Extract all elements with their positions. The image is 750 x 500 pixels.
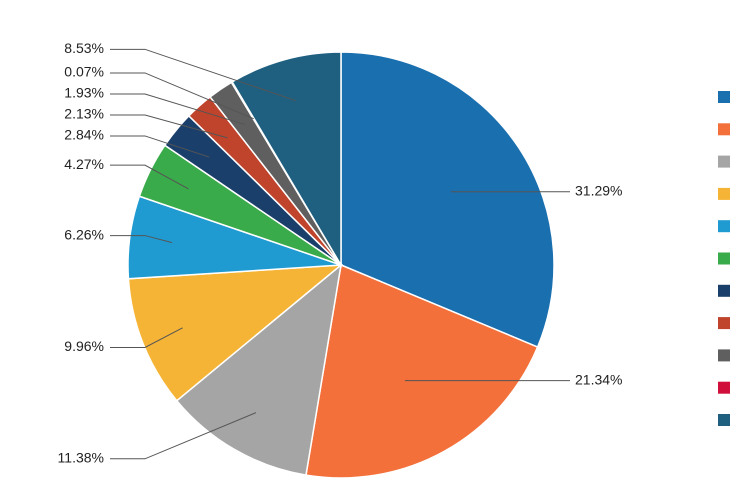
value-label: 2.13%	[64, 106, 104, 122]
value-label: 6.26%	[64, 226, 104, 242]
leader-line	[110, 164, 189, 190]
value-label: 0.07%	[64, 64, 104, 80]
pie-slice	[175, 263, 343, 476]
legend-swatch	[718, 220, 730, 233]
value-label: 11.38%	[58, 449, 104, 465]
leader-line	[110, 235, 173, 244]
leader-line	[110, 48, 297, 102]
pie-slice	[340, 51, 555, 348]
legend-swatch	[718, 349, 730, 362]
leader-line	[110, 327, 183, 348]
value-label: 31.29%	[575, 182, 622, 198]
legend-swatch	[718, 317, 730, 330]
leader-line	[110, 135, 210, 158]
pie-slice	[305, 263, 539, 479]
value-label: 21.34%	[575, 371, 622, 387]
value-label: 8.53%	[64, 40, 104, 56]
legend-swatch	[718, 91, 730, 103]
legend-swatch	[718, 284, 730, 297]
legend-swatch	[718, 123, 730, 136]
leader-line	[110, 412, 257, 460]
legend-swatch	[718, 381, 730, 394]
legend-swatch	[718, 414, 730, 426]
legend-swatch	[718, 187, 730, 200]
legend-swatch	[718, 155, 730, 168]
value-label: 4.27%	[64, 156, 104, 172]
leader-line	[110, 93, 245, 125]
legend-swatch	[718, 252, 730, 265]
leader-line	[110, 114, 228, 139]
pie-slice	[127, 264, 344, 402]
value-label: 1.93%	[64, 85, 104, 101]
leader-line	[110, 72, 254, 120]
value-label: 9.96%	[64, 338, 104, 354]
value-label: 2.84%	[64, 127, 104, 143]
